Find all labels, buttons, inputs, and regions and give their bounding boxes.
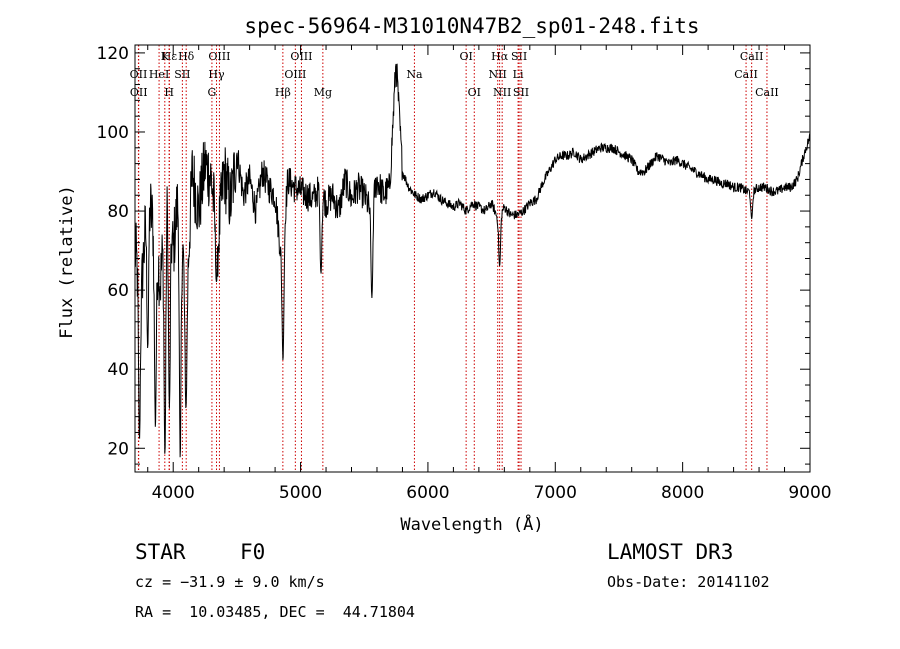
line-marker-label: OII: [130, 86, 148, 99]
line-marker-label: G: [208, 86, 217, 99]
line-marker-label: SII: [511, 50, 527, 63]
redshift-cz: cz = −31.9 ± 9.0 km/s: [135, 573, 325, 591]
x-tick-label: 5000: [279, 483, 322, 503]
y-tick-label: 100: [97, 123, 129, 143]
line-marker-label: NII: [493, 86, 511, 99]
plot-layer: [134, 63, 811, 458]
spectrum-chart: spec-56964-M31010N47B2_sp01-248.fits Hα H…: [57, 14, 832, 535]
line-marker-label: CaII: [740, 50, 764, 63]
x-tick-label: 4000: [152, 483, 195, 503]
x-tick-label: 7000: [534, 483, 577, 503]
object-class: STAR: [135, 540, 186, 564]
line-marker-label: Hβ: [275, 86, 291, 99]
line-marker-label: Hδ: [178, 50, 195, 63]
coordinates: RA = 10.03485, DEC = 44.71804: [135, 603, 415, 621]
x-tick-label: 6000: [406, 483, 449, 503]
observation-date: Obs-Date: 20141102: [607, 573, 770, 591]
object-subclass: F0: [240, 540, 266, 564]
line-marker-label: SII: [174, 68, 190, 81]
line-marker-label: K: [161, 50, 170, 63]
line-marker-label: Na: [406, 68, 423, 81]
line-marker-label: Mg: [314, 86, 332, 99]
line-marker-label: CaII: [734, 68, 758, 81]
spectrum-series-line: [134, 63, 811, 458]
line-marker-label: OIII: [290, 50, 312, 63]
y-axis-label: Flux (relative): [57, 185, 77, 339]
y-tick-label: 20: [107, 439, 129, 459]
line-marker-label: HeI: [149, 68, 169, 81]
y-tick-label: 120: [97, 44, 129, 64]
x-tick-label: 8000: [661, 483, 704, 503]
line-marker-label: OI: [468, 86, 481, 99]
plot-frame: [134, 44, 811, 473]
line-marker-label: Hα: [491, 50, 509, 63]
x-axis-label: Wavelength (Å): [400, 513, 543, 535]
line-marker-label: SII: [513, 86, 529, 99]
line-marker-label: OIII: [208, 50, 230, 63]
line-marker-label: OI: [459, 50, 472, 63]
chart-title: spec-56964-M31010N47B2_sp01-248.fits: [244, 14, 699, 38]
line-marker-label: NII: [489, 68, 507, 81]
line-marker-label: OIII: [284, 68, 306, 81]
y-tick-label: 40: [107, 360, 129, 380]
y-tick-label: 80: [107, 202, 129, 222]
line-marker-label: H: [164, 86, 174, 99]
tick-layer: 4000 5000 6000 7000 8000 9000 20 40 60 80 100 120: [97, 44, 832, 503]
x-tick-label: 9000: [788, 483, 831, 503]
y-tick-label: 60: [107, 281, 129, 301]
line-marker-label: CaII: [755, 86, 779, 99]
survey-name: LAMOST DR3: [607, 540, 734, 564]
line-marker-label: Li: [513, 68, 524, 81]
line-marker-label: Hγ: [208, 68, 225, 81]
